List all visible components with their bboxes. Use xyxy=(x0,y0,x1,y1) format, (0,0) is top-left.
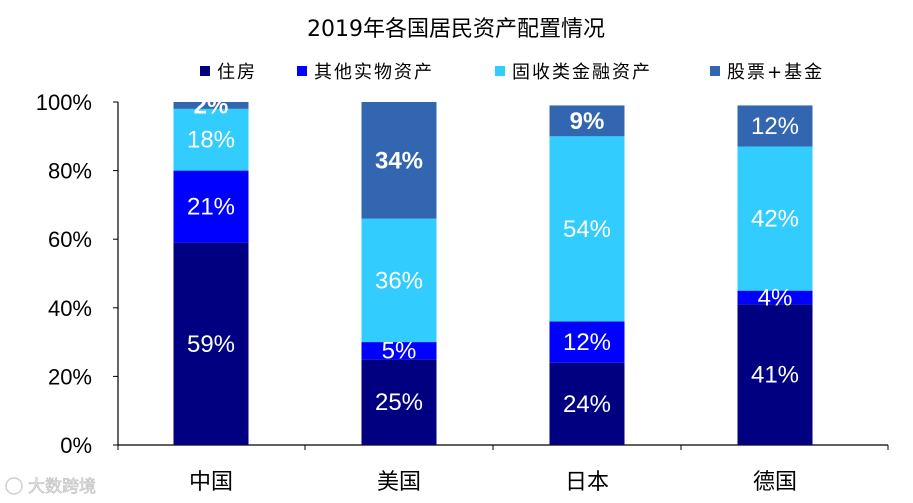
data-label: 54% xyxy=(563,216,611,243)
legend-swatch xyxy=(200,66,210,76)
x-tick-label: 德国 xyxy=(753,470,797,495)
data-label: 5% xyxy=(382,338,417,365)
data-label: 25% xyxy=(375,389,423,416)
bar-segment xyxy=(173,242,249,445)
legend-label: 固收类金融资产 xyxy=(512,62,652,83)
bar-segment xyxy=(737,290,813,305)
legend-swatch xyxy=(297,66,307,76)
bar-segment xyxy=(361,218,437,343)
y-tick-label: 40% xyxy=(48,296,92,321)
data-label: 21% xyxy=(187,194,235,221)
data-label: 4% xyxy=(758,285,793,312)
data-label: 12% xyxy=(563,329,611,356)
data-label: 2% xyxy=(194,92,229,119)
watermark: 大数跨境 xyxy=(5,477,96,497)
x-tick-label: 日本 xyxy=(565,470,609,495)
x-tick-label: 中国 xyxy=(189,470,233,495)
legend: 住房 其他实物资产 固收类金融资产 股票+基金 xyxy=(200,62,824,83)
y-tick-label: 20% xyxy=(48,364,92,389)
legend-swatch xyxy=(495,66,505,76)
chart-title: 2019年各国居民资产配置情况 xyxy=(307,17,605,42)
bars xyxy=(173,102,813,445)
watermark-logo-icon xyxy=(5,477,23,495)
data-label: 34% xyxy=(375,147,423,174)
bar-segment xyxy=(173,108,249,171)
data-label: 41% xyxy=(751,362,799,389)
bar-segment xyxy=(737,146,813,291)
y-tick-label: 60% xyxy=(48,227,92,252)
x-tick-label: 美国 xyxy=(377,470,421,495)
data-labels: 59% 21% 18% 2% 25% 5% 36% 34% 24% 12% 54% 9% 41% 4% 42… xyxy=(187,92,799,417)
data-label: 18% xyxy=(187,127,235,154)
y-tick-label: 80% xyxy=(48,159,92,184)
axes: 0% 20% 40% 60% 80% 100% 中国 美国 日本 德国 xyxy=(36,90,889,495)
bar-segment xyxy=(361,342,437,360)
watermark-text: 大数跨境 xyxy=(28,477,96,497)
y-tick-label: 100% xyxy=(36,90,92,115)
data-label: 24% xyxy=(563,391,611,418)
legend-label: 其他实物资产 xyxy=(314,62,434,83)
data-label: 9% xyxy=(570,108,605,135)
bar-segment xyxy=(173,170,249,243)
bar-segment xyxy=(549,105,625,137)
bar-segment xyxy=(549,136,625,322)
bar-segment xyxy=(549,362,625,445)
bar-segment xyxy=(361,359,437,445)
legend-label: 住房 xyxy=(217,62,257,83)
bar-segment xyxy=(361,102,437,219)
legend-label: 股票+基金 xyxy=(727,62,824,83)
data-label: 36% xyxy=(375,267,423,294)
data-label: 12% xyxy=(751,113,799,140)
bar-segment xyxy=(549,321,625,363)
data-label: 59% xyxy=(187,331,235,358)
legend-swatch xyxy=(710,66,720,76)
data-label: 42% xyxy=(751,206,799,233)
bar-segment xyxy=(737,304,813,445)
bar-segment xyxy=(737,105,813,147)
bar-segment xyxy=(173,102,249,109)
y-tick-label: 0% xyxy=(60,433,92,458)
